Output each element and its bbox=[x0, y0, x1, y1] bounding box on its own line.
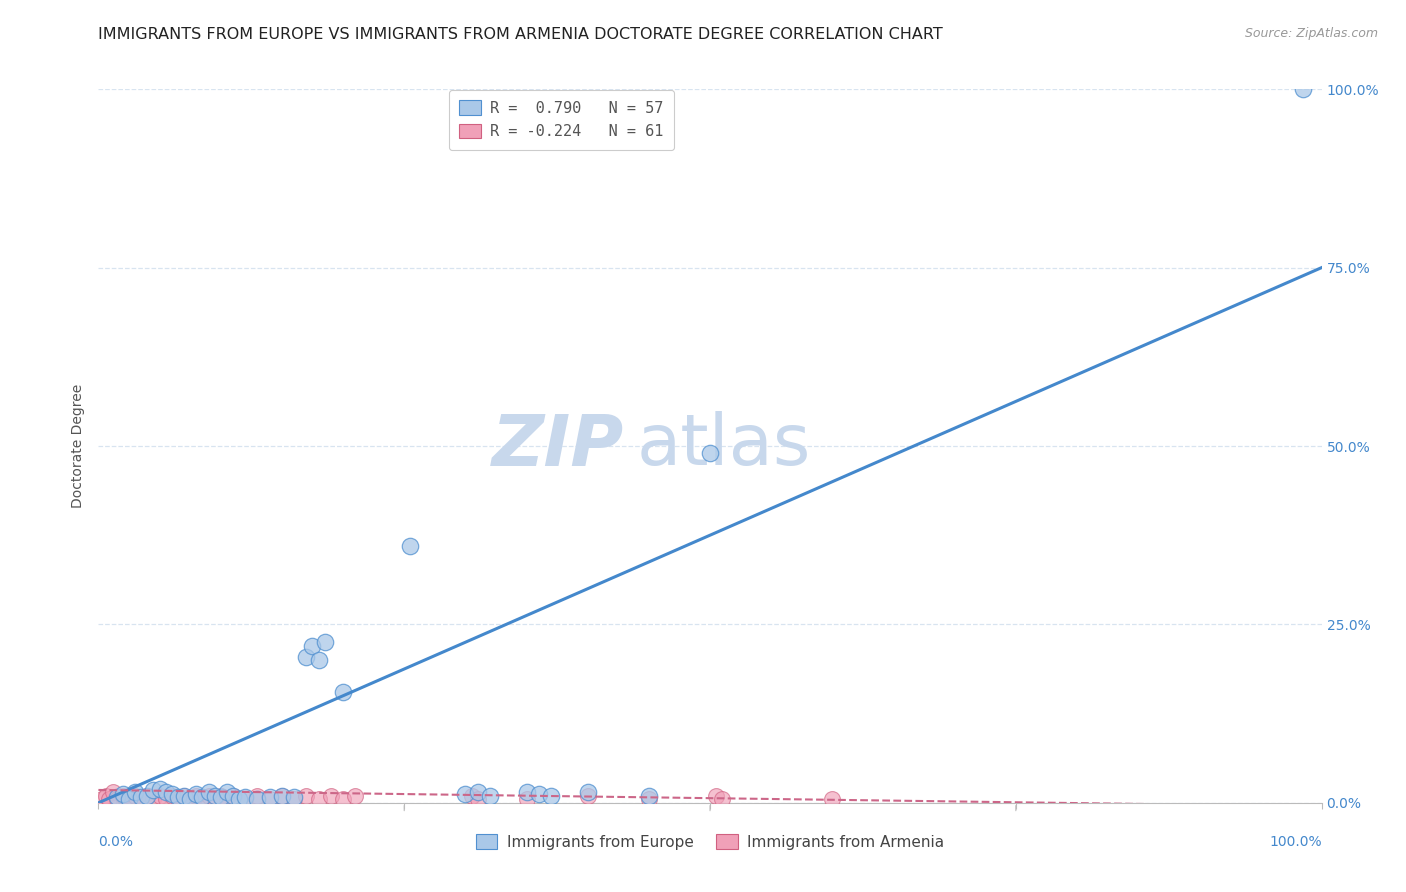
Text: IMMIGRANTS FROM EUROPE VS IMMIGRANTS FROM ARMENIA DOCTORATE DEGREE CORRELATION C: IMMIGRANTS FROM EUROPE VS IMMIGRANTS FRO… bbox=[98, 27, 943, 42]
Point bbox=[209, 790, 232, 805]
Point bbox=[821, 792, 844, 806]
Y-axis label: Doctorate Degree: Doctorate Degree bbox=[72, 384, 86, 508]
Point bbox=[197, 785, 219, 799]
Point bbox=[467, 792, 489, 806]
Point bbox=[576, 789, 599, 803]
Point bbox=[129, 792, 152, 806]
Point bbox=[246, 789, 269, 803]
Point bbox=[540, 789, 562, 803]
Point bbox=[454, 787, 477, 801]
Point bbox=[173, 789, 195, 803]
Point bbox=[111, 787, 134, 801]
Point bbox=[270, 789, 294, 803]
Point bbox=[124, 789, 146, 803]
Point bbox=[259, 790, 281, 805]
Point bbox=[344, 789, 367, 803]
Text: Source: ZipAtlas.com: Source: ZipAtlas.com bbox=[1244, 27, 1378, 40]
Point bbox=[105, 790, 128, 805]
Point bbox=[94, 789, 117, 803]
Point bbox=[179, 792, 201, 806]
Text: ZIP: ZIP bbox=[492, 411, 624, 481]
Point bbox=[332, 685, 354, 699]
Point bbox=[638, 792, 661, 806]
Point bbox=[228, 792, 250, 806]
Point bbox=[209, 789, 232, 803]
Point bbox=[314, 635, 336, 649]
Point bbox=[186, 789, 208, 803]
Point bbox=[204, 792, 226, 806]
Point bbox=[308, 653, 330, 667]
Point bbox=[98, 792, 121, 806]
Point bbox=[111, 789, 134, 803]
Point bbox=[516, 785, 538, 799]
Point bbox=[173, 789, 195, 803]
Point bbox=[711, 792, 734, 806]
Point bbox=[222, 789, 245, 803]
Point bbox=[160, 787, 183, 801]
Point bbox=[699, 446, 721, 460]
Point bbox=[332, 792, 354, 806]
Point bbox=[160, 789, 183, 803]
Point bbox=[149, 781, 172, 796]
Point bbox=[259, 792, 281, 806]
Point bbox=[478, 789, 501, 803]
Point bbox=[167, 792, 190, 806]
Point bbox=[136, 789, 159, 803]
Point bbox=[91, 792, 114, 806]
Text: atlas: atlas bbox=[637, 411, 811, 481]
Point bbox=[460, 789, 482, 803]
Point bbox=[129, 790, 152, 805]
Point bbox=[101, 785, 124, 799]
Point bbox=[142, 792, 165, 806]
Point bbox=[233, 790, 256, 805]
Point bbox=[270, 789, 294, 803]
Point bbox=[301, 639, 323, 653]
Point bbox=[191, 790, 214, 805]
Point bbox=[295, 789, 318, 803]
Point bbox=[118, 792, 141, 806]
Point bbox=[233, 792, 256, 806]
Point bbox=[295, 649, 318, 664]
Point bbox=[118, 792, 141, 806]
Text: 100.0%: 100.0% bbox=[1270, 835, 1322, 849]
Point bbox=[704, 789, 727, 803]
Point bbox=[167, 790, 190, 805]
Point bbox=[136, 789, 159, 803]
Point bbox=[319, 789, 342, 803]
Point bbox=[516, 792, 538, 806]
Point bbox=[215, 785, 238, 799]
Point bbox=[467, 785, 489, 799]
Point bbox=[283, 792, 305, 806]
Point bbox=[399, 539, 422, 553]
Legend: Immigrants from Europe, Immigrants from Armenia: Immigrants from Europe, Immigrants from … bbox=[470, 828, 950, 855]
Point bbox=[246, 792, 269, 806]
Point bbox=[283, 790, 305, 805]
Point bbox=[149, 789, 172, 803]
Point bbox=[155, 785, 177, 799]
Point bbox=[105, 792, 128, 806]
Point bbox=[179, 792, 201, 806]
Point bbox=[576, 785, 599, 799]
Point bbox=[155, 792, 177, 806]
Point bbox=[222, 789, 245, 803]
Point bbox=[215, 792, 238, 806]
Point bbox=[638, 789, 661, 803]
Point bbox=[124, 785, 146, 799]
Point bbox=[204, 789, 226, 803]
Text: 0.0%: 0.0% bbox=[98, 835, 134, 849]
Point bbox=[197, 789, 219, 803]
Point bbox=[1292, 82, 1315, 96]
Point bbox=[186, 787, 208, 801]
Point bbox=[527, 787, 550, 801]
Point bbox=[308, 792, 330, 806]
Point bbox=[142, 783, 165, 797]
Point bbox=[191, 792, 214, 806]
